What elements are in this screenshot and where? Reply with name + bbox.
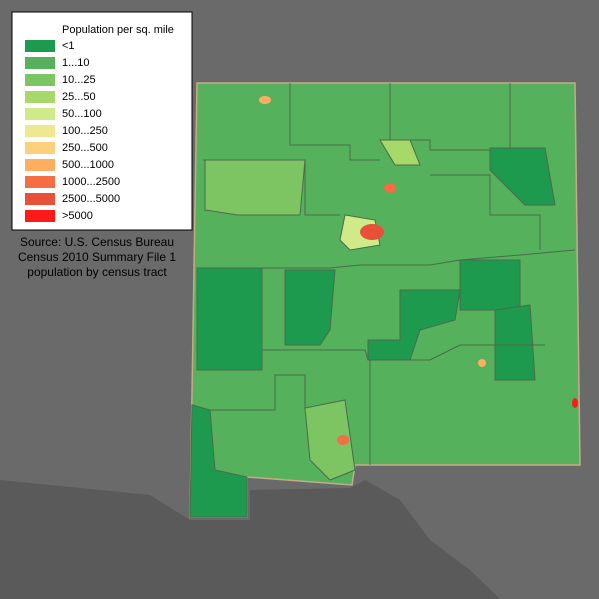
- city: [337, 435, 349, 445]
- source-line: Census 2010 Summary File 1: [18, 250, 176, 264]
- county-line: [430, 174, 541, 250]
- legend-label: 100...250: [62, 125, 108, 137]
- legend-label: >5000: [62, 210, 93, 222]
- legend-swatch: [25, 108, 55, 120]
- source-line: population by census tract: [27, 265, 167, 279]
- county: [196, 267, 263, 371]
- legend-swatch: [25, 57, 55, 69]
- county: [459, 259, 521, 311]
- city: [384, 183, 396, 193]
- legend-label: <1: [62, 40, 75, 52]
- source-line: Source: U.S. Census Bureau: [20, 235, 174, 249]
- legend-label: 500...1000: [62, 159, 114, 171]
- city: [572, 398, 578, 408]
- legend-swatch: [25, 125, 55, 137]
- county-line: [203, 159, 340, 216]
- legend-label: 10...25: [62, 74, 96, 86]
- county-line: [198, 249, 576, 269]
- county: [489, 147, 556, 206]
- legend-label: 2500...5000: [62, 193, 120, 205]
- county: [204, 159, 306, 216]
- county-line: [389, 83, 490, 151]
- state-map: [189, 82, 581, 518]
- mexico: [0, 480, 500, 599]
- legend-label: 250...500: [62, 142, 108, 154]
- county-line: [197, 344, 545, 371]
- legend-label: 50...100: [62, 108, 102, 120]
- legend-swatch: [25, 74, 55, 86]
- legend-items: <1 1...10 10...25 25...50 50...100 100...250 2…: [25, 40, 120, 222]
- legend-title: Population per sq. mile: [62, 24, 174, 36]
- county-line: [289, 83, 380, 161]
- county: [304, 399, 356, 481]
- county: [339, 214, 381, 251]
- county: [494, 304, 536, 381]
- city: [478, 359, 486, 367]
- county-line: [210, 374, 306, 411]
- legend-label: 25...50: [62, 91, 96, 103]
- legend-swatch: [25, 142, 55, 154]
- legend: Population per sq. mile <1 1...10 10...25 2…: [11, 11, 193, 231]
- legend-swatch: [25, 210, 55, 222]
- legend-swatch: [25, 91, 55, 103]
- legend-swatch: [25, 193, 55, 205]
- county: [284, 269, 336, 346]
- city: [259, 96, 271, 104]
- legend-swatch: [25, 40, 55, 52]
- city: [360, 224, 384, 240]
- legend-swatch: [25, 159, 55, 171]
- legend-label: 1000...2500: [62, 176, 120, 188]
- legend-label: 1...10: [62, 57, 90, 69]
- legend-swatch: [25, 176, 55, 188]
